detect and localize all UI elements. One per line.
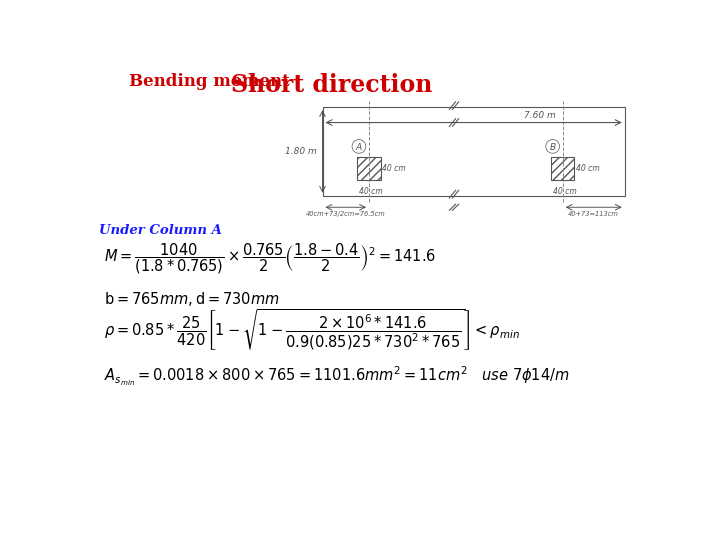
Text: Bending moment: Bending moment: [129, 72, 295, 90]
Text: $\rho = 0.85*\dfrac{25}{420}\left[1-\sqrt{1-\dfrac{2\times10^6*141.6}{0.9(0.85)2: $\rho = 0.85*\dfrac{25}{420}\left[1-\sqr…: [104, 307, 520, 353]
Text: $M = \dfrac{1040}{(1.8*0.765)} \times \dfrac{0.765}{2} \left(\dfrac{1.8-0.4}{2}\: $M = \dfrac{1040}{(1.8*0.765)} \times \d…: [104, 242, 436, 276]
Text: 40 cm: 40 cm: [576, 164, 600, 173]
Text: $A_{s_{min}} = 0.0018\times800\times765 = 1101.6mm^2 = 11cm^2 \quad \mathit{use\: $A_{s_{min}} = 0.0018\times800\times765 …: [104, 365, 570, 388]
Text: 40 cm: 40 cm: [553, 187, 577, 196]
Text: 1.80 m: 1.80 m: [284, 147, 316, 156]
Text: 40 cm: 40 cm: [382, 164, 406, 173]
Text: $B$: $B$: [549, 141, 557, 152]
Text: $A$: $A$: [355, 141, 363, 152]
Bar: [551, 157, 575, 180]
Bar: [357, 157, 381, 180]
Text: 40cm+73/2cm=76.5cm: 40cm+73/2cm=76.5cm: [306, 211, 386, 217]
Text: 7.60 m: 7.60 m: [524, 111, 556, 120]
Text: 40 cm: 40 cm: [359, 187, 382, 196]
Text: $\mathrm{b = 765}mm\mathrm{, d = 730}mm$: $\mathrm{b = 765}mm\mathrm{, d = 730}mm$: [104, 289, 280, 308]
Text: Short direction: Short direction: [231, 72, 433, 97]
Text: 40+73=113cm: 40+73=113cm: [568, 211, 619, 217]
Text: Under Column A: Under Column A: [99, 224, 222, 237]
Bar: [323, 107, 625, 195]
